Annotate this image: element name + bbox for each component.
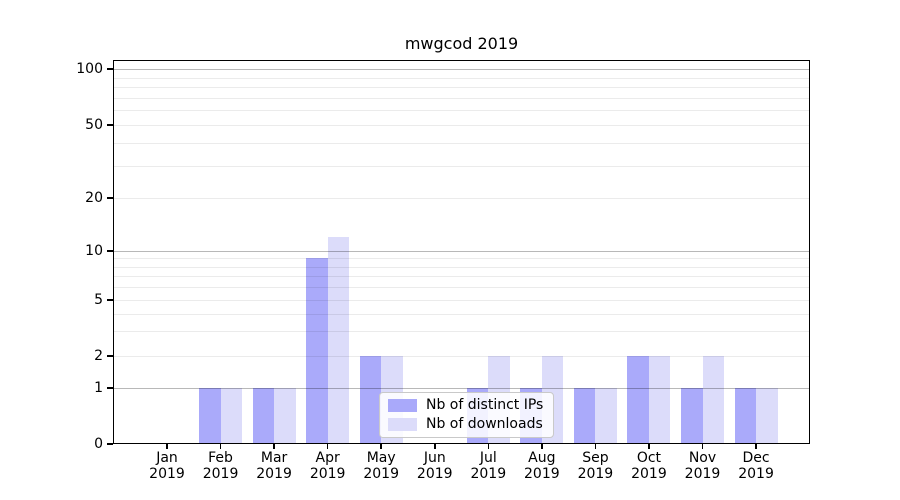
bar-distinct-ips-apr [306,258,328,444]
bar-distinct-ips-may [359,356,382,444]
bar-downloads-mar [274,388,296,444]
x-tick-label-mar: Mar 2019 [256,450,292,482]
gridline-y-90 [113,77,810,79]
bar-downloads-apr [327,237,350,444]
gridline-y-10 [113,251,810,252]
x-tick-mark-nov [701,444,704,449]
gridline-y-50 [113,125,810,126]
bar-distinct-ips-mar [252,388,275,444]
y-tick-label-2: 2 [94,347,103,364]
gridline-y-20 [113,198,810,199]
x-tick-label-jul: Jul 2019 [470,450,507,482]
x-tick-mark-jul [487,444,490,449]
legend-item-downloads: Nb of downloads [388,417,543,432]
gridline-y-80 [113,87,810,89]
x-tick-label-sep: Sep 2019 [577,450,614,482]
legend-label-downloads: Nb of downloads [426,416,543,432]
y-tick-label-20: 20 [85,190,103,206]
x-tick-mark-jan [166,444,168,449]
gridline-y-60 [113,110,810,112]
y-tick-label-0: 0 [94,436,103,452]
x-tick-mark-dec [755,444,757,449]
legend-swatch-downloads [388,418,417,431]
x-tick-label-apr: Apr 2019 [309,450,346,482]
gridline-y-8 [113,266,810,268]
bar-distinct-ips-nov [681,388,703,444]
x-tick-mark-mar [273,444,275,449]
gridlines-layer [113,60,810,444]
x-tick-mark-aug [541,444,543,449]
bar-downloads-sep [595,388,617,444]
y-tick-label-1: 1 [94,380,103,396]
x-tick-label-jun: Jun 2019 [416,450,453,482]
bar-distinct-ips-dec [734,388,757,444]
gridline-y-40 [113,142,810,144]
bar-downloads-feb [220,388,243,444]
y-tick-label-5: 5 [94,292,103,308]
gridline-y-1 [113,388,810,389]
bar-distinct-ips-oct [627,356,649,444]
bar-distinct-ips-feb [199,388,221,444]
gridline-y-30 [113,165,810,167]
legend-item-distinct-ips: Nb of distinct IPs [388,398,543,413]
gridline-y-100 [113,68,810,70]
gridline-y-9 [113,258,810,260]
bar-downloads-dec [756,388,778,444]
x-tick-label-jan: Jan 2019 [149,450,185,482]
x-tick-mark-sep [594,444,597,449]
chart-title: mwgcod 2019 [404,34,519,53]
x-tick-label-aug: Aug 2019 [524,450,560,482]
plot-area: Nb of distinct IPs Nb of downloads [113,60,810,444]
bar-downloads-oct [648,356,671,444]
bar-downloads-nov [702,356,724,444]
x-tick-mark-jun [434,444,436,449]
x-tick-label-may: May 2019 [363,450,399,482]
x-tick-mark-oct [648,444,650,449]
gridline-y-2 [113,355,810,357]
x-tick-mark-apr [326,444,329,449]
gridline-y-4 [113,313,810,315]
legend-label-distinct-ips: Nb of distinct IPs [426,397,544,413]
gridline-y-5 [113,300,810,301]
gridline-y-6 [113,287,810,289]
y-tick-label-10: 10 [85,243,103,259]
gridline-y-7 [113,276,810,278]
x-tick-mark-feb [219,444,222,449]
legend: Nb of distinct IPs Nb of downloads [379,392,555,438]
gridline-y-70 [113,97,810,99]
x-tick-label-oct: Oct 2019 [631,450,667,482]
bar-distinct-ips-sep [573,388,596,444]
y-tick-label-100: 100 [76,60,103,77]
x-tick-label-feb: Feb 2019 [202,450,239,482]
x-tick-mark-may [380,444,382,449]
legend-swatch-distinct-ips [388,399,417,412]
x-tick-label-dec: Dec 2019 [738,450,774,482]
y-tick-label-50: 50 [85,117,103,133]
x-tick-label-nov: Nov 2019 [684,450,721,482]
gridline-y-3 [113,331,810,333]
